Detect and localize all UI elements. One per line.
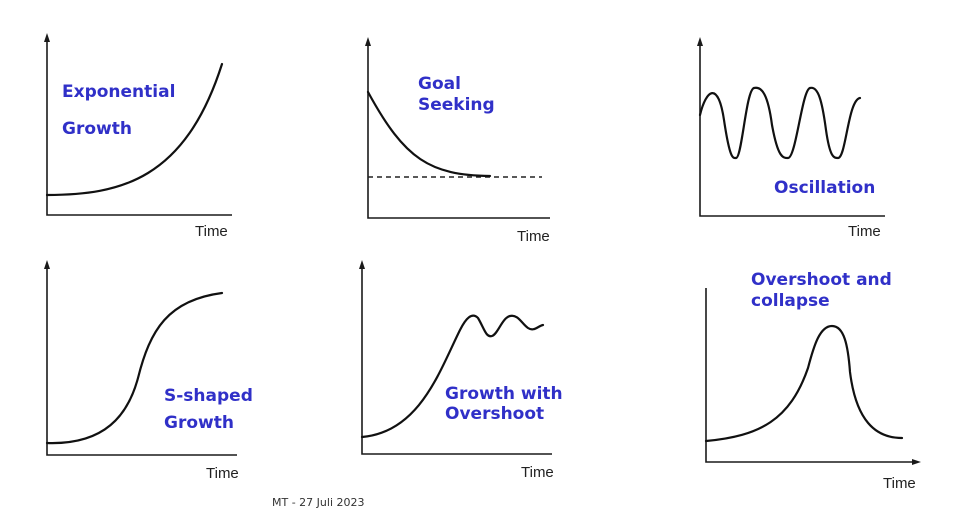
- panel-title-line-1: S-shaped: [164, 386, 253, 406]
- panel-title-line-1: Exponential: [62, 82, 175, 102]
- panel-goal-seeking: Time Goal Seeking: [365, 37, 550, 245]
- y-axis-arrow: [365, 37, 371, 46]
- panel-title-line-2: Growth: [62, 119, 132, 139]
- y-axis-arrow: [44, 33, 50, 42]
- panel-title-line-1: Growth with: [445, 384, 563, 404]
- goal-seeking-curve: [366, 90, 492, 178]
- panel-oscillation: Time Oscillation: [697, 37, 885, 240]
- y-axis: [361, 267, 552, 455]
- panel-title-line-2: Overshoot: [445, 404, 544, 424]
- y-axis: [699, 44, 885, 217]
- overshoot-curve: [360, 314, 545, 439]
- panel-growth-with-overshoot: Time Growth with Overshoot: [359, 260, 563, 481]
- s-shaped-curve: [45, 291, 224, 445]
- y-axis: [367, 44, 550, 219]
- x-axis-label: Time: [848, 223, 881, 240]
- oscillation-curve: [698, 86, 862, 160]
- panel-overshoot-and-collapse: Time Overshoot and collapse: [704, 270, 921, 492]
- x-axis-label: Time: [521, 464, 554, 481]
- overshoot-collapse-curve: [704, 324, 904, 443]
- panel-title-line-2: Seeking: [418, 95, 495, 115]
- y-axis: [46, 267, 237, 456]
- y-axis: [46, 40, 232, 216]
- x-axis-arrow: [912, 459, 921, 465]
- panel-title-line-2: collapse: [751, 291, 830, 311]
- panel-exponential-growth: Time Exponential Growth: [44, 33, 232, 240]
- footer-text: MT - 27 Juli 2023: [272, 496, 365, 509]
- y-axis: [705, 288, 915, 463]
- y-axis-arrow: [44, 260, 50, 269]
- x-axis-label: Time: [195, 223, 228, 240]
- panel-s-shaped-growth: Time S-shaped Growth: [44, 260, 253, 482]
- x-axis-label: Time: [883, 475, 916, 492]
- y-axis-arrow: [359, 260, 365, 269]
- panel-title-line-1: Overshoot and: [751, 270, 892, 290]
- y-axis-arrow: [697, 37, 703, 46]
- x-axis-label: Time: [206, 465, 239, 482]
- panel-title-line-1: Oscillation: [774, 178, 875, 198]
- panel-title-line-2: Growth: [164, 413, 234, 433]
- panel-title-line-1: Goal: [418, 74, 461, 94]
- exponential-curve: [45, 62, 224, 197]
- x-axis-label: Time: [517, 228, 550, 245]
